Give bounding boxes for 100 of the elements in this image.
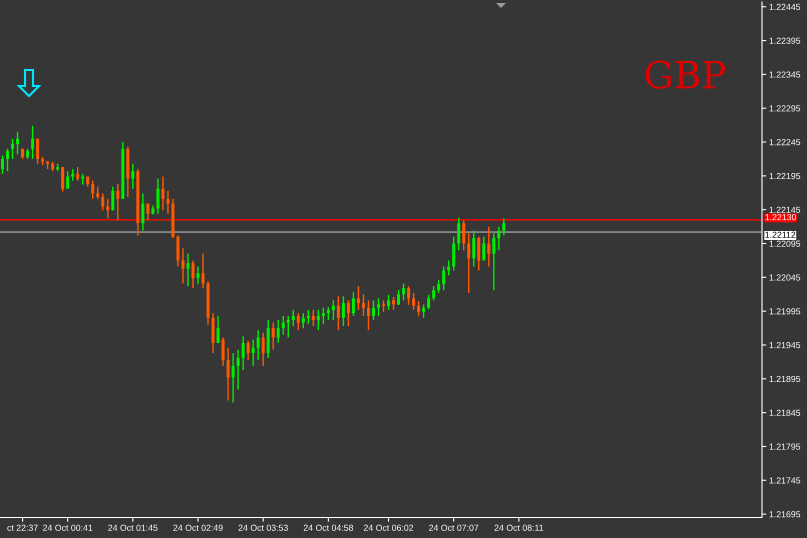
candlestick — [262, 332, 265, 367]
candlestick — [146, 202, 150, 222]
candlestick — [302, 312, 305, 329]
candlestick — [462, 220, 466, 251]
candlestick — [472, 230, 476, 268]
candlestick — [246, 340, 250, 361]
candlestick — [306, 309, 310, 325]
candlestick — [422, 304, 426, 319]
y-tick-label: 1.21745 — [770, 477, 800, 484]
candlestick — [417, 300, 420, 317]
candlestick — [196, 266, 200, 285]
candlestick — [222, 336, 225, 367]
candlestick — [392, 296, 396, 311]
candlestick — [467, 232, 470, 294]
y-tick-label: 1.22095 — [770, 240, 800, 247]
y-tick-label: 1.22445 — [770, 4, 800, 10]
candlestick — [352, 292, 355, 317]
x-tick-label: 24 Oct 04:58 — [304, 524, 354, 531]
candlestick — [252, 338, 255, 367]
candlestick — [487, 226, 490, 268]
candlestick — [497, 226, 500, 251]
annotation: GBP — [646, 60, 726, 89]
candlestick — [372, 300, 375, 321]
candlestick — [1, 154, 4, 175]
x-tick-label: ct 22:37 — [7, 524, 38, 531]
candlestick — [292, 309, 295, 327]
y-tick-label: 1.21895 — [770, 376, 800, 382]
candlestick — [86, 176, 90, 188]
candlestick — [236, 349, 240, 390]
candlestick — [176, 234, 180, 268]
x-tick-label: 24 Oct 02:49 — [173, 524, 223, 531]
candlestick — [502, 218, 506, 236]
candlestick — [366, 300, 370, 331]
candlestick — [131, 162, 134, 190]
candlestick — [26, 148, 30, 160]
candlestick — [226, 347, 230, 402]
candlestick — [181, 248, 184, 284]
candlestick — [111, 186, 114, 212]
candlestick — [81, 173, 84, 186]
y-tick-label: 1.22395 — [770, 38, 800, 44]
x-tick-label: 24 Oct 01:45 — [108, 524, 158, 531]
y-tick-label: 1.21995 — [770, 308, 800, 314]
ref-line-label: 1.22130 — [765, 214, 796, 220]
candlestick — [407, 285, 410, 306]
candlestick — [272, 322, 275, 350]
candlestick — [452, 236, 456, 272]
candlestick — [477, 236, 480, 272]
candlestick — [437, 279, 440, 294]
candlestick — [397, 290, 400, 306]
y-tick-label: 1.21795 — [770, 444, 800, 450]
candlestick — [312, 309, 315, 327]
candlestick — [106, 198, 110, 220]
candlestick — [96, 186, 100, 200]
candlestick — [202, 252, 205, 289]
y-tick-label: 1.22195 — [770, 172, 800, 180]
y-tick-label: 1.21945 — [770, 342, 800, 348]
candlestick — [346, 300, 350, 327]
y-tick-label: 1.22145 — [770, 206, 800, 213]
candlestick — [387, 294, 390, 311]
candlestick — [432, 285, 436, 302]
candlestick — [192, 260, 195, 289]
candlestick — [332, 300, 335, 321]
candlestick — [156, 178, 160, 214]
candlestick — [457, 217, 460, 251]
candlestick — [242, 336, 245, 371]
candlestick — [447, 260, 450, 276]
candlestick — [66, 170, 70, 190]
candlestick — [6, 148, 10, 172]
candlestick — [101, 192, 104, 212]
candlestick — [362, 294, 365, 317]
candlestick — [16, 131, 20, 155]
y-tick-label: 1.22345 — [770, 71, 800, 78]
candlestick — [492, 232, 496, 291]
y-tick-label: 1.22245 — [770, 139, 800, 146]
y-tick-label: 1.21695 — [770, 511, 800, 518]
candlestick — [51, 160, 54, 172]
candlestick — [31, 125, 34, 160]
candlestick — [376, 298, 380, 317]
x-tick-label: 24 Oct 00:41 — [43, 524, 92, 531]
candlestick — [141, 192, 144, 232]
candlestick — [382, 300, 386, 313]
x-tick-label: 24 Oct 06:02 — [364, 524, 414, 531]
candlestick — [322, 307, 325, 325]
candlestick — [316, 309, 320, 331]
candlestick — [166, 190, 170, 214]
candlestick — [482, 236, 486, 262]
candlestick — [11, 138, 14, 160]
candlestick — [427, 294, 430, 310]
candlestick — [186, 252, 190, 287]
candlestick — [232, 352, 235, 404]
candlestick — [336, 296, 340, 331]
candlestick — [296, 312, 300, 331]
candlestick — [161, 176, 164, 212]
candlestick — [216, 315, 220, 344]
candlestick — [442, 266, 446, 291]
x-tick-label: 24 Oct 08:11 — [494, 524, 544, 531]
candlestick — [412, 292, 416, 311]
candlestick — [36, 138, 40, 164]
x-tick-label: 24 Oct 07:07 — [429, 524, 478, 531]
y-tick-label: 1.21845 — [770, 410, 800, 416]
